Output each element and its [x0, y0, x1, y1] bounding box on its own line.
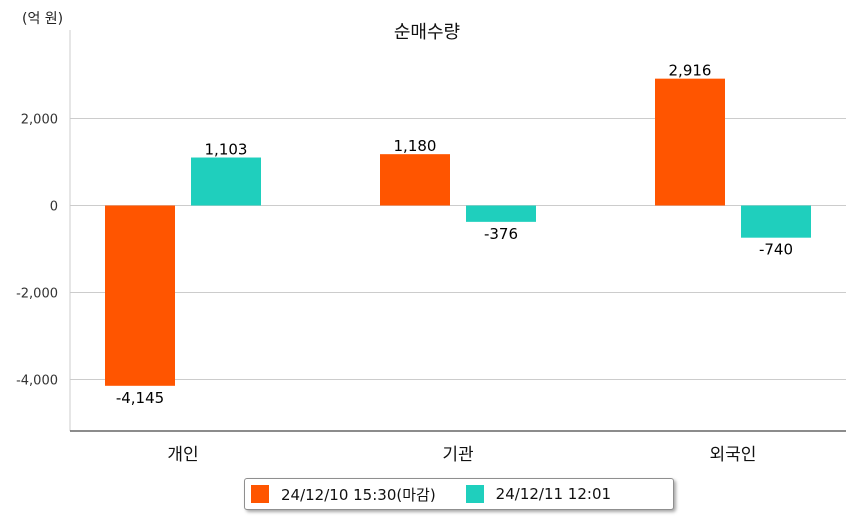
bar-series-2-0 — [191, 157, 261, 206]
data-label: -740 — [759, 241, 793, 259]
y-tick-label: -4,000 — [16, 374, 58, 389]
legend-label-series-1: 24/12/10 15:30(마감) — [281, 485, 436, 504]
x-tick-label: 외국인 — [710, 445, 757, 465]
legend-swatch-series-1 — [251, 485, 269, 503]
legend: 24/12/10 15:30(마감) 24/12/11 12:01 — [244, 478, 674, 510]
bar-series-1-0 — [105, 205, 175, 386]
data-label: -4,145 — [116, 389, 164, 407]
unit-label: (억 원) — [22, 11, 64, 27]
legend-item-series-1[interactable]: 24/12/10 15:30(마감) — [251, 484, 436, 505]
legend-swatch-series-2 — [465, 485, 484, 503]
data-label: 1,180 — [394, 137, 437, 155]
y-tick-label: -2,000 — [16, 287, 58, 302]
y-tick-label: 2,000 — [21, 113, 58, 128]
data-label: 2,916 — [669, 62, 712, 80]
x-tick-label: 개인 — [167, 445, 198, 465]
data-label: 1,103 — [205, 141, 248, 159]
legend-label-series-2: 24/12/11 12:01 — [495, 485, 612, 503]
legend-item-series-2[interactable]: 24/12/11 12:01 — [465, 485, 612, 503]
chart-title: 순매수량 — [393, 22, 461, 43]
bar-series-1-1 — [380, 154, 450, 206]
x-tick-label: 기관 — [442, 445, 473, 465]
bar-series-2-1 — [466, 205, 536, 222]
data-label: -376 — [484, 225, 518, 243]
bar-series-2-2 — [741, 205, 811, 238]
bar-series-1-2 — [655, 78, 725, 206]
y-tick-label: 0 — [50, 200, 58, 215]
